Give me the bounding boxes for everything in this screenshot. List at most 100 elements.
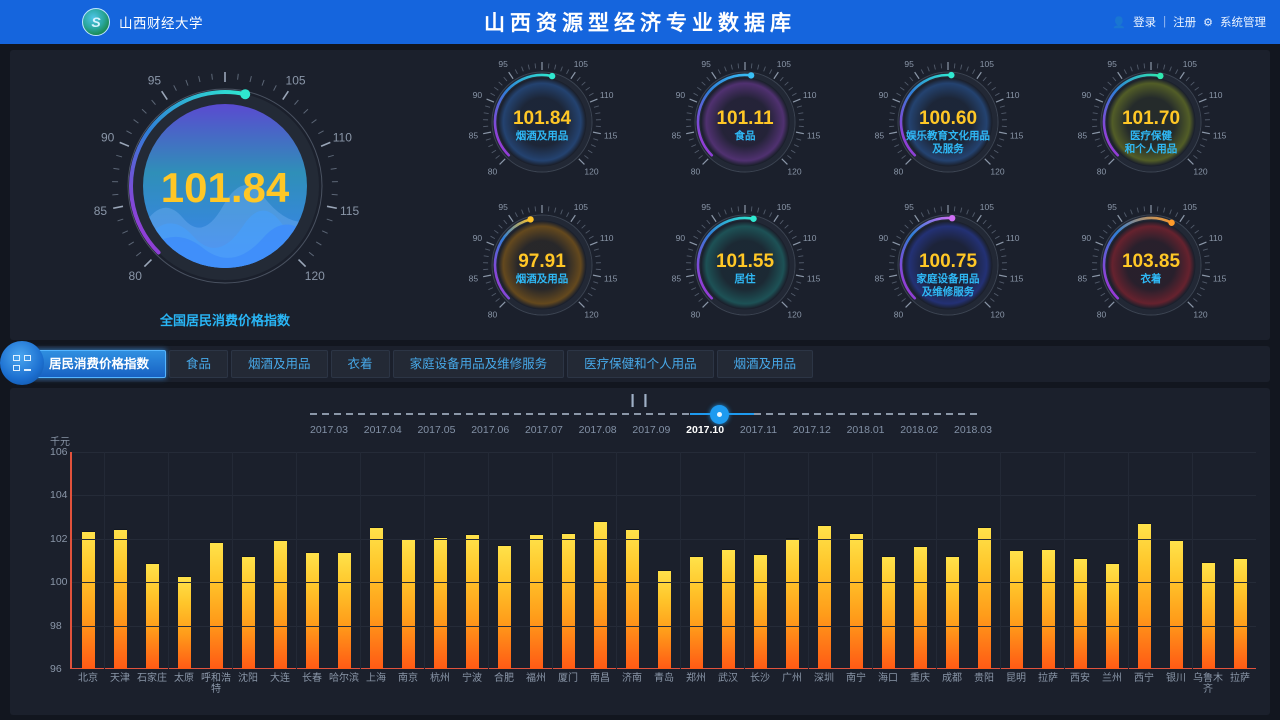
timeline-label[interactable]: 2017.07 <box>524 424 563 436</box>
bar[interactable] <box>241 556 255 669</box>
bar[interactable] <box>1009 549 1023 669</box>
login-link[interactable]: 登录 <box>1133 17 1157 29</box>
tab-6[interactable]: 烟酒及用品 <box>716 350 814 378</box>
bar[interactable] <box>977 526 991 669</box>
timeline-label[interactable]: 2017.11 <box>739 424 778 436</box>
bar-item[interactable]: 银川 <box>1160 452 1192 684</box>
bar[interactable] <box>369 526 383 669</box>
small-gauge[interactable]: 80 85 90 95 100 105 110 115 120 101.70 医疗保健和个人用品 <box>1049 54 1252 197</box>
timeline-label[interactable]: 2018.02 <box>900 424 939 436</box>
bar[interactable] <box>1201 561 1215 669</box>
bar[interactable] <box>753 554 767 669</box>
bar-item[interactable]: 厦门 <box>552 452 584 684</box>
bar[interactable] <box>433 536 447 669</box>
bar[interactable] <box>945 556 959 669</box>
bar-item[interactable]: 福州 <box>520 452 552 684</box>
bar-item[interactable]: 石家庄 <box>136 452 168 684</box>
bar[interactable] <box>817 524 831 669</box>
bar-item[interactable]: 宁波 <box>456 452 488 684</box>
bar-item[interactable]: 南京 <box>392 452 424 684</box>
bar-item[interactable]: 青岛 <box>648 452 680 684</box>
small-gauge[interactable]: 80 85 90 95 100 105 110 115 120 103.85 衣着 <box>1049 197 1252 340</box>
bar-item[interactable]: 太原 <box>168 452 200 684</box>
small-gauge[interactable]: 80 85 90 95 100 105 110 115 120 101.55 居住 <box>643 197 846 340</box>
bar[interactable] <box>145 562 159 669</box>
bar[interactable] <box>273 539 287 669</box>
timeline-handle[interactable] <box>710 405 729 424</box>
bar[interactable] <box>529 534 543 669</box>
bar-item[interactable]: 武汉 <box>712 452 744 684</box>
timeline-label[interactable]: 2018.01 <box>846 424 885 436</box>
tab-4[interactable]: 家庭设备用品及维修服务 <box>392 350 565 378</box>
bar[interactable] <box>785 537 799 669</box>
bar[interactable] <box>1169 539 1183 669</box>
bar-item[interactable]: 广州 <box>776 452 808 684</box>
timeline-label[interactable]: 2017.08 <box>578 424 617 436</box>
bar-item[interactable]: 济南 <box>616 452 648 684</box>
tab-2[interactable]: 烟酒及用品 <box>231 350 328 378</box>
bar-item[interactable]: 上海 <box>360 452 392 684</box>
bar-item[interactable]: 大连 <box>264 452 296 684</box>
bar[interactable] <box>593 521 607 669</box>
bar-item[interactable]: 沈阳 <box>232 452 264 684</box>
tab-0[interactable]: 居民消费价格指数 <box>32 350 167 378</box>
bar[interactable] <box>689 556 703 669</box>
bar-item[interactable]: 哈尔滨 <box>328 452 360 684</box>
bar-item[interactable]: 昆明 <box>1000 452 1032 684</box>
bar[interactable] <box>113 529 127 669</box>
bar-item[interactable]: 长沙 <box>744 452 776 684</box>
bar[interactable] <box>721 548 735 669</box>
bar[interactable] <box>1233 558 1247 669</box>
bar[interactable] <box>465 534 479 669</box>
bar[interactable] <box>1041 548 1055 669</box>
timeline-label[interactable]: 2017.03 <box>310 424 348 436</box>
bar-item[interactable]: 成都 <box>936 452 968 684</box>
bar-item[interactable]: 合肥 <box>488 452 520 684</box>
bar-item[interactable]: 南宁 <box>840 452 872 684</box>
bar-item[interactable]: 兰州 <box>1096 452 1128 684</box>
system-admin-link[interactable]: 系统管理 <box>1220 17 1266 29</box>
bar[interactable] <box>497 545 511 669</box>
bar-item[interactable]: 天津 <box>104 452 136 684</box>
bar-item[interactable]: 西宁 <box>1128 452 1160 684</box>
grid-dashboard-icon[interactable] <box>0 341 44 385</box>
small-gauge[interactable]: 80 85 90 95 100 105 110 115 120 101.11 食品 <box>643 54 846 197</box>
bar[interactable] <box>305 551 319 669</box>
bar-item[interactable]: 北京 <box>72 452 104 684</box>
pause-icon[interactable]: ❙❙ <box>627 392 653 407</box>
timeline-label[interactable]: 2017.09 <box>632 424 671 436</box>
tab-1[interactable]: 食品 <box>169 350 229 378</box>
bar-item[interactable]: 重庆 <box>904 452 936 684</box>
bar-item[interactable]: 海口 <box>872 452 904 684</box>
timeline-label[interactable]: 2017.05 <box>417 424 456 436</box>
timeline-label[interactable]: 2017.10 <box>686 424 725 436</box>
timeline-label[interactable]: 2017.12 <box>792 424 831 436</box>
bar[interactable] <box>1073 558 1087 669</box>
bar-item[interactable]: 乌鲁木齐 <box>1192 452 1224 695</box>
bar[interactable] <box>657 570 671 669</box>
bar-item[interactable]: 杭州 <box>424 452 456 684</box>
bar-item[interactable]: 长春 <box>296 452 328 684</box>
bar-item[interactable]: 西安 <box>1064 452 1096 684</box>
small-gauge[interactable]: 80 85 90 95 100 105 110 115 120 100.75 家庭设备用品及维修… <box>846 197 1049 340</box>
bar[interactable] <box>81 531 95 669</box>
bar-item[interactable]: 郑州 <box>680 452 712 684</box>
bar[interactable] <box>401 538 415 669</box>
timeline-label[interactable]: 2017.06 <box>471 424 510 436</box>
bar-item[interactable]: 深圳 <box>808 452 840 684</box>
bar[interactable] <box>337 551 351 669</box>
small-gauge[interactable]: 80 85 90 95 100 105 110 115 120 101.84 烟酒及用品 <box>440 54 643 197</box>
tab-3[interactable]: 衣着 <box>330 350 390 378</box>
small-gauge[interactable]: 80 85 90 95 100 105 110 115 120 100.60 娱乐教育文化用品及… <box>846 54 1049 197</box>
main-gauge[interactable]: 80859095100105110115120 101.84 全国居民消费价格指… <box>10 54 440 340</box>
bar-item[interactable]: 拉萨 <box>1224 452 1256 684</box>
bar[interactable] <box>913 546 927 669</box>
bar[interactable] <box>1137 522 1151 669</box>
bar[interactable] <box>561 533 575 669</box>
timeline-slider[interactable]: ❙❙ 2017.03 2017.04 2017.05 2017.06 2017.07 20… <box>10 388 1270 446</box>
bar-item[interactable]: 贵阳 <box>968 452 1000 684</box>
timeline-label[interactable]: 2018.03 <box>954 424 992 436</box>
bar[interactable] <box>625 529 639 669</box>
gear-icon[interactable]: ⚙ <box>1203 16 1213 29</box>
small-gauge[interactable]: 80 85 90 95 100 105 110 115 120 97.91 烟酒及用品 <box>440 197 643 340</box>
